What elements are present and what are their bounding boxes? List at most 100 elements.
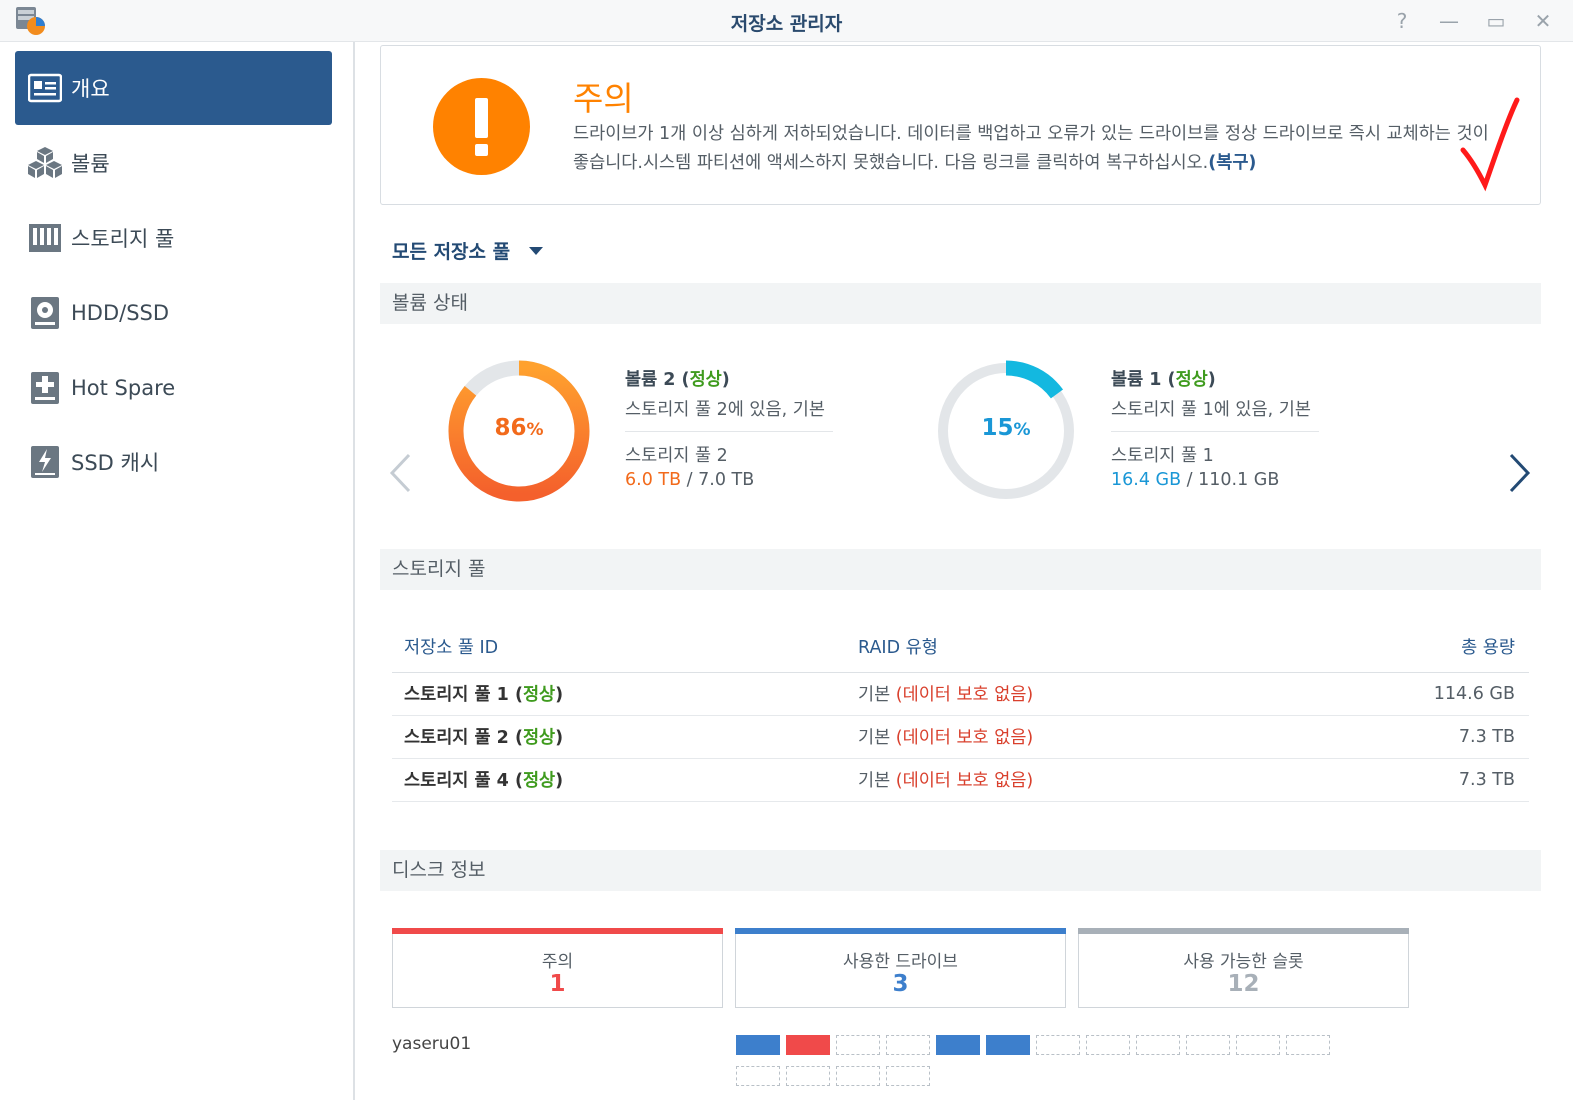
storage-pool-table: 저장소 풀 ID RAID 유형 총 용량 스토리지 풀 1 (정상) 기본 (…	[392, 622, 1529, 802]
card-label: 주의	[541, 952, 574, 972]
volume-1-used: 16.4 GB	[1111, 470, 1182, 490]
pool-name-text: 스토리지 풀 4 (	[404, 771, 523, 791]
volume-2-capacity: 6.0 TB / 7.0 TB	[625, 470, 754, 490]
volume-2-used: 6.0 TB	[625, 470, 682, 490]
sidebar-item-hdd-ssd[interactable]: HDD/SSD	[15, 276, 332, 350]
drive-slot-empty[interactable]	[886, 1035, 930, 1055]
sidebar-item-hot-spare[interactable]: Hot Spare	[15, 351, 332, 425]
repair-link[interactable]: (복구)	[1208, 153, 1257, 173]
volume-2-pool: 스토리지 풀 2	[625, 446, 728, 466]
divider	[625, 431, 833, 432]
pool-raid: 기본 (데이터 보호 없음)	[846, 715, 1266, 759]
drive-slot-empty[interactable]	[1186, 1035, 1230, 1055]
sidebar-item-label: 스토리지 풀	[71, 227, 175, 251]
pool-close: )	[555, 685, 564, 705]
pool-capacity: 114.6 GB	[1266, 672, 1529, 716]
warning-drives-card[interactable]: 주의 1	[392, 928, 723, 1008]
volume-1-percent-unit: %	[1013, 420, 1031, 440]
volume-1-title: 볼륨 1 (정상)	[1111, 366, 1216, 391]
help-button[interactable]: ?	[1396, 9, 1408, 33]
volume-2-percent-unit: %	[526, 420, 544, 440]
hot-spare-icon	[27, 370, 63, 406]
volume-1-percent: 15%	[931, 415, 1081, 441]
volume-2-usage-donut	[448, 360, 590, 502]
warning-alert: 주의 드라이브가 1개 이상 심하게 저하되었습니다. 데이터를 백업하고 오류…	[380, 45, 1541, 205]
drive-slot-empty[interactable]	[1086, 1035, 1130, 1055]
volume-2-location: 스토리지 풀 2에 있음, 기본	[625, 400, 825, 420]
ssd-cache-icon	[27, 444, 63, 480]
drive-slot-empty[interactable]	[1236, 1035, 1280, 1055]
sidebar-item-label: HDD/SSD	[71, 301, 170, 325]
raid-type: 기본	[858, 685, 896, 705]
minimize-button[interactable]: —	[1439, 9, 1459, 33]
column-raid-type[interactable]: RAID 유형	[846, 622, 1266, 673]
raid-type: 기본	[858, 728, 896, 748]
pool-capacity: 7.3 TB	[1266, 758, 1529, 802]
table-row[interactable]: 스토리지 풀 1 (정상) 기본 (데이터 보호 없음) 114.6 GB	[392, 672, 1529, 716]
volume-1-location: 스토리지 풀 1에 있음, 기본	[1111, 400, 1311, 420]
card-label: 사용한 드라이브	[843, 952, 958, 972]
column-total-capacity[interactable]: 총 용량	[1266, 622, 1529, 673]
pool-name-text: 스토리지 풀 2 (	[404, 728, 523, 748]
sidebar-item-volume[interactable]: 볼륨	[15, 126, 332, 200]
pool-status: 정상	[522, 728, 556, 748]
drive-slot-empty[interactable]	[1136, 1035, 1180, 1055]
drive-slot-used[interactable]	[936, 1035, 980, 1055]
drive-slot-empty[interactable]	[836, 1035, 880, 1055]
table-row[interactable]: 스토리지 풀 4 (정상) 기본 (데이터 보호 없음) 7.3 TB	[392, 758, 1529, 802]
table-row[interactable]: 스토리지 풀 2 (정상) 기본 (데이터 보호 없음) 7.3 TB	[392, 715, 1529, 759]
pool-status: 정상	[522, 685, 556, 705]
sidebar-item-label: 볼륨	[71, 152, 110, 176]
pool-capacity: 7.3 TB	[1266, 715, 1529, 759]
drive-slot-empty[interactable]	[836, 1066, 880, 1086]
drive-slot-warn[interactable]	[786, 1035, 830, 1055]
pool-name: 스토리지 풀 4 (정상)	[392, 758, 846, 802]
volume-1-usage-donut	[938, 360, 1074, 499]
pool-raid: 기본 (데이터 보호 없음)	[846, 758, 1266, 802]
storage-pool-icon	[27, 220, 63, 256]
card-label: 사용 가능한 슬롯	[1183, 952, 1304, 972]
disk-info-header: 디스크 정보	[380, 850, 1541, 891]
card-accent	[1078, 928, 1409, 934]
card-accent	[392, 928, 723, 934]
available-slots-card[interactable]: 사용 가능한 슬롯 12	[1078, 928, 1409, 1008]
volume-1-capacity: 16.4 GB / 110.1 GB	[1111, 470, 1279, 490]
sidebar-item-overview[interactable]: 개요	[15, 51, 332, 125]
pool-filter-label: 모든 저장소 풀	[392, 241, 511, 263]
drive-slot-empty[interactable]	[886, 1066, 930, 1086]
sidebar-item-label: 개요	[71, 77, 110, 101]
volume-1-pool: 스토리지 풀 1	[1111, 446, 1214, 466]
sidebar-item-storage-pool[interactable]: 스토리지 풀	[15, 201, 332, 275]
volume-cubes-icon	[27, 145, 63, 181]
title-bar: 저장소 관리자 ? — ▭ ✕	[0, 0, 1573, 42]
drive-slot-empty[interactable]	[1036, 1035, 1080, 1055]
raid-note: (데이터 보호 없음)	[895, 685, 1034, 705]
close-button[interactable]: ✕	[1534, 9, 1552, 33]
main-content: 주의 드라이브가 1개 이상 심하게 저하되었습니다. 데이터를 백업하고 오류…	[357, 42, 1573, 1100]
divider	[1111, 431, 1319, 432]
drive-slot-empty[interactable]	[1286, 1035, 1330, 1055]
chevron-right-icon[interactable]	[1507, 452, 1533, 494]
volume-1-name: 볼륨 1 (	[1111, 370, 1176, 390]
sidebar-item-ssd-cache[interactable]: SSD 캐시	[15, 425, 332, 499]
used-drives-card[interactable]: 사용한 드라이브 3	[735, 928, 1066, 1008]
pool-raid: 기본 (데이터 보호 없음)	[846, 672, 1266, 716]
alert-message: 드라이브가 1개 이상 심하게 저하되었습니다. 데이터를 백업하고 오류가 있…	[573, 120, 1493, 178]
raid-note: (데이터 보호 없음)	[895, 728, 1034, 748]
drive-slot-empty[interactable]	[786, 1066, 830, 1086]
volume-2-slash: /	[681, 470, 699, 490]
chevron-left-icon[interactable]	[387, 452, 413, 494]
exclamation-icon	[433, 78, 530, 175]
raid-note: (데이터 보호 없음)	[895, 771, 1034, 791]
column-pool-id[interactable]: 저장소 풀 ID	[392, 622, 846, 673]
alert-message-text: 드라이브가 1개 이상 심하게 저하되었습니다. 데이터를 백업하고 오류가 있…	[573, 124, 1489, 173]
pool-close: )	[555, 771, 564, 791]
drive-slot-empty[interactable]	[736, 1066, 780, 1086]
drive-slot-used[interactable]	[986, 1035, 1030, 1055]
maximize-button[interactable]: ▭	[1486, 9, 1506, 33]
drive-slot-used[interactable]	[736, 1035, 780, 1055]
volume-2-percent-value: 86	[494, 415, 527, 441]
sidebar-item-label: SSD 캐시	[71, 451, 160, 475]
pool-close: )	[555, 728, 564, 748]
pool-filter-dropdown[interactable]: 모든 저장소 풀	[392, 237, 544, 264]
